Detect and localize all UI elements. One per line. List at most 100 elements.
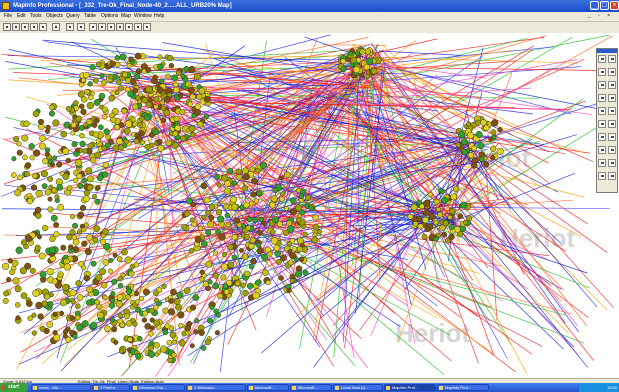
- node-symbol[interactable]: [471, 157, 478, 164]
- node-symbol[interactable]: [96, 174, 104, 182]
- node-symbol[interactable]: [108, 302, 115, 309]
- node-symbol[interactable]: [35, 190, 43, 198]
- node-symbol[interactable]: [455, 142, 461, 148]
- node-symbol[interactable]: [66, 233, 73, 241]
- node-symbol[interactable]: [53, 333, 61, 342]
- node-symbol[interactable]: [438, 187, 444, 193]
- node-symbol[interactable]: [139, 296, 145, 302]
- node-symbol[interactable]: [311, 236, 319, 244]
- node-symbol[interactable]: [56, 184, 64, 191]
- node-symbol[interactable]: [461, 149, 468, 156]
- menu-query[interactable]: Query: [66, 13, 80, 19]
- node-symbol[interactable]: [169, 331, 177, 339]
- info-tool-icon[interactable]: [598, 94, 606, 102]
- node-symbol[interactable]: [433, 198, 440, 205]
- node-symbol[interactable]: [86, 234, 93, 241]
- node-symbol[interactable]: [147, 97, 153, 103]
- node-symbol[interactable]: [218, 233, 226, 241]
- node-symbol[interactable]: [102, 161, 109, 168]
- node-symbol[interactable]: [78, 103, 85, 110]
- node-symbol[interactable]: [224, 180, 231, 187]
- node-symbol[interactable]: [200, 345, 207, 351]
- node-symbol[interactable]: [477, 141, 485, 150]
- node-symbol[interactable]: [139, 116, 145, 122]
- node-symbol[interactable]: [86, 184, 94, 191]
- node-symbol[interactable]: [205, 209, 211, 216]
- node-symbol[interactable]: [183, 287, 191, 294]
- node-symbol[interactable]: [159, 100, 165, 106]
- node-symbol[interactable]: [72, 333, 78, 339]
- node-symbol[interactable]: [22, 154, 28, 161]
- node-symbol[interactable]: [124, 256, 132, 264]
- node-symbol[interactable]: [116, 256, 123, 263]
- node-symbol[interactable]: [72, 222, 78, 229]
- node-symbol[interactable]: [108, 94, 116, 102]
- node-symbol[interactable]: [101, 145, 107, 151]
- node-symbol[interactable]: [121, 248, 128, 256]
- node-symbol[interactable]: [20, 292, 28, 299]
- node-symbol[interactable]: [184, 325, 192, 332]
- menu-edit[interactable]: Edit: [17, 13, 26, 19]
- node-symbol[interactable]: [340, 66, 347, 73]
- node-symbol[interactable]: [475, 131, 483, 138]
- node-symbol[interactable]: [78, 260, 85, 267]
- print-icon[interactable]: [30, 23, 38, 31]
- node-symbol[interactable]: [73, 100, 79, 106]
- node-symbol[interactable]: [416, 199, 423, 206]
- node-symbol[interactable]: [243, 233, 250, 240]
- node-symbol[interactable]: [450, 193, 458, 201]
- node-symbol[interactable]: [72, 177, 79, 184]
- node-symbol[interactable]: [256, 247, 264, 255]
- node-symbol[interactable]: [153, 104, 159, 110]
- node-symbol[interactable]: [251, 177, 258, 185]
- node-symbol[interactable]: [65, 105, 72, 112]
- node-symbol[interactable]: [196, 120, 204, 128]
- node-symbol[interactable]: [62, 283, 70, 291]
- node-symbol[interactable]: [9, 269, 16, 276]
- node-symbol[interactable]: [148, 350, 156, 358]
- node-symbol[interactable]: [81, 320, 89, 327]
- node-symbol[interactable]: [201, 214, 207, 220]
- node-symbol[interactable]: [261, 221, 267, 226]
- node-symbol[interactable]: [178, 322, 184, 329]
- node-symbol[interactable]: [173, 86, 180, 94]
- node-symbol[interactable]: [364, 48, 371, 55]
- node-symbol[interactable]: [94, 198, 101, 205]
- node-symbol[interactable]: [93, 99, 101, 106]
- grabber-icon[interactable]: [608, 81, 616, 89]
- node-symbol[interactable]: [196, 93, 203, 100]
- node-symbol[interactable]: [14, 302, 21, 308]
- node-symbol[interactable]: [488, 136, 494, 142]
- node-symbol[interactable]: [289, 197, 296, 204]
- node-symbol[interactable]: [156, 86, 164, 94]
- node-symbol[interactable]: [410, 203, 418, 211]
- node-symbol[interactable]: [149, 142, 155, 148]
- node-symbol[interactable]: [177, 311, 185, 319]
- node-symbol[interactable]: [23, 243, 29, 250]
- node-symbol[interactable]: [207, 220, 215, 228]
- node-symbol[interactable]: [65, 157, 72, 164]
- node-symbol[interactable]: [90, 321, 98, 330]
- node-symbol[interactable]: [37, 118, 45, 125]
- node-symbol[interactable]: [102, 294, 108, 301]
- node-symbol[interactable]: [116, 294, 124, 301]
- node-symbol[interactable]: [79, 140, 86, 147]
- node-symbol[interactable]: [103, 242, 111, 251]
- node-symbol[interactable]: [35, 212, 42, 219]
- symbol-icon[interactable]: [598, 120, 606, 128]
- node-symbol[interactable]: [220, 263, 228, 271]
- node-symbol[interactable]: [255, 242, 262, 248]
- node-symbol[interactable]: [116, 137, 123, 145]
- table-icon[interactable]: [98, 23, 106, 31]
- node-symbol[interactable]: [270, 237, 279, 245]
- taskbar-item[interactable]: Windows Exp...: [131, 384, 185, 391]
- node-symbol[interactable]: [428, 212, 436, 221]
- node-symbol[interactable]: [102, 171, 109, 178]
- help-icon[interactable]: [52, 23, 60, 31]
- node-symbol[interactable]: [286, 220, 293, 227]
- node-symbol[interactable]: [214, 174, 220, 180]
- node-symbol[interactable]: [421, 233, 428, 240]
- node-symbol[interactable]: [81, 96, 88, 103]
- node-symbol[interactable]: [3, 290, 9, 297]
- node-symbol[interactable]: [359, 48, 366, 55]
